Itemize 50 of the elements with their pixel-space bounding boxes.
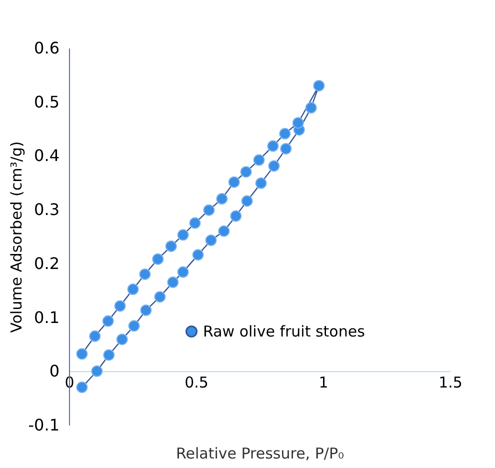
point — [177, 229, 189, 241]
y-tick-label: 0.1 — [34, 308, 60, 327]
y-tick-label: 0.2 — [34, 254, 60, 273]
y-tick-label: -0.1 — [28, 416, 60, 434]
point — [152, 253, 164, 265]
point — [177, 266, 189, 278]
point — [313, 80, 325, 92]
x-tick-label: 0.5 — [184, 374, 208, 392]
legend-label: Raw olive fruit stones — [203, 322, 366, 340]
point — [203, 204, 215, 216]
y-axis-title: Volume Adsorbed (cm³/g) — [7, 141, 26, 333]
point — [267, 140, 279, 152]
y-tick-label: 0.6 — [34, 38, 60, 58]
y-tick-label: 0.3 — [34, 200, 60, 220]
point — [127, 284, 139, 296]
point — [116, 334, 128, 346]
point — [292, 117, 304, 129]
y-tick-label: 0.5 — [34, 92, 60, 112]
point — [241, 195, 253, 207]
point — [189, 217, 201, 229]
x-tick-label: 1.5 — [438, 374, 462, 392]
y-tick-label: 0.4 — [34, 146, 60, 166]
point — [102, 315, 114, 327]
point — [76, 382, 88, 394]
x-tick-label: 1 — [318, 374, 328, 392]
point — [255, 177, 267, 189]
point — [205, 234, 217, 246]
point — [103, 349, 115, 361]
point — [305, 102, 317, 114]
point — [218, 225, 230, 237]
point — [228, 176, 240, 188]
point — [167, 276, 179, 288]
x-axis-title: Relative Pressure, P/P₀ — [176, 444, 344, 462]
point — [230, 210, 242, 222]
point — [89, 330, 101, 342]
point — [279, 128, 291, 140]
point — [140, 304, 152, 316]
point — [216, 193, 228, 205]
point — [280, 142, 292, 154]
point — [114, 300, 126, 312]
point — [268, 160, 280, 172]
point — [91, 365, 103, 377]
point — [165, 240, 177, 252]
point — [128, 320, 140, 332]
point — [253, 154, 265, 166]
point — [76, 348, 88, 360]
point — [154, 291, 166, 303]
point — [192, 249, 204, 261]
point — [139, 268, 151, 280]
point — [240, 166, 252, 178]
